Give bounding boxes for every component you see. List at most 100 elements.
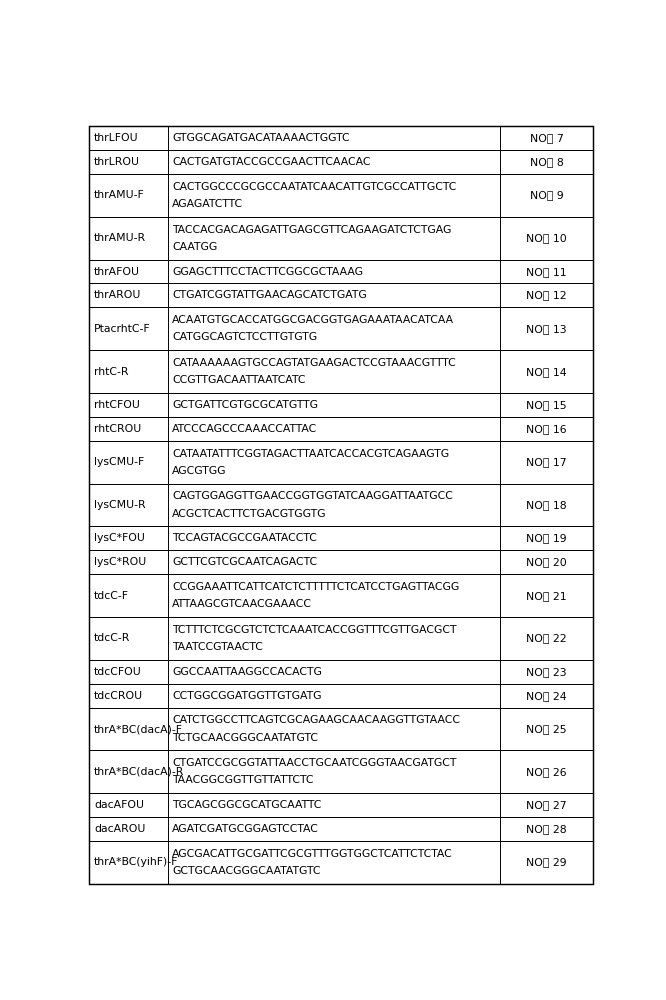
Text: NO： 28: NO： 28	[526, 824, 567, 834]
Text: tdcC-R: tdcC-R	[94, 633, 131, 643]
Text: AGAGATCTTC: AGAGATCTTC	[172, 199, 243, 209]
Bar	[89, 174, 593, 217]
Text: lysC*ROU: lysC*ROU	[94, 557, 147, 567]
Text: NO： 10: NO： 10	[526, 233, 567, 243]
Text: rhtC-R: rhtC-R	[94, 367, 129, 377]
Text: NO： 14: NO： 14	[526, 367, 567, 377]
Text: thrA*BC(yihF)-F: thrA*BC(yihF)-F	[94, 857, 178, 867]
Text: NO： 22: NO： 22	[526, 633, 567, 643]
Text: TCTTTCTCGCGTCTCTCAAATCACCGGTTTCGTTGACGCT: TCTTTCTCGCGTCTCTCAAATCACCGGTTTCGTTGACGCT	[172, 625, 457, 635]
Bar	[89, 417, 593, 441]
Text: thrA*BC(dacA)-F: thrA*BC(dacA)-F	[94, 724, 183, 734]
Text: NO： 18: NO： 18	[526, 500, 567, 510]
Bar	[89, 126, 593, 150]
Text: GGCCAATTAAGGCCACACTG: GGCCAATTAAGGCCACACTG	[172, 667, 322, 677]
Text: NO： 24: NO： 24	[526, 691, 567, 701]
Bar	[89, 617, 593, 660]
Bar	[89, 484, 593, 526]
Text: NO： 16: NO： 16	[526, 424, 567, 434]
Text: NO： 19: NO： 19	[526, 533, 567, 543]
Text: TGCAGCGGCGCATGCAATTC: TGCAGCGGCGCATGCAATTC	[172, 800, 322, 810]
Text: NO： 29: NO： 29	[526, 857, 567, 867]
Bar	[89, 260, 593, 283]
Text: NO： 12: NO： 12	[526, 290, 567, 300]
Text: TCCAGTACGCCGAATACCTC: TCCAGTACGCCGAATACCTC	[172, 533, 317, 543]
Text: lysCMU-F: lysCMU-F	[94, 457, 145, 467]
Text: TACCACGACAGAGATTGAGCGTTCAGAAGATCTCTGAG: TACCACGACAGAGATTGAGCGTTCAGAAGATCTCTGAG	[172, 225, 452, 235]
Bar	[89, 550, 593, 574]
Bar	[89, 750, 593, 793]
Text: GTGGCAGATGACATAAAACTGGTC: GTGGCAGATGACATAAAACTGGTC	[172, 133, 350, 143]
Bar	[89, 684, 593, 708]
Text: GGAGCTTTCCTACTTCGGCGCTAAAG: GGAGCTTTCCTACTTCGGCGCTAAAG	[172, 267, 363, 277]
Text: ATCCCAGCCCAAACCATTAC: ATCCCAGCCCAAACCATTAC	[172, 424, 318, 434]
Text: tdcCFOU: tdcCFOU	[94, 667, 142, 677]
Bar	[89, 393, 593, 417]
Text: thrAMU-R: thrAMU-R	[94, 233, 147, 243]
Text: PtacrhtC-F: PtacrhtC-F	[94, 324, 151, 334]
Text: CATAAAAAAGTGCCAGTATGAAGACTCCGTAAACGTTTC: CATAAAAAAGTGCCAGTATGAAGACTCCGTAAACGTTTC	[172, 358, 456, 368]
Text: thrLFOU: thrLFOU	[94, 133, 139, 143]
Text: CTGATCCGCGGTATTAACCTGCAATCGGGTAACGATGCT: CTGATCCGCGGTATTAACCTGCAATCGGGTAACGATGCT	[172, 758, 457, 768]
Text: NO： 8: NO： 8	[529, 157, 563, 167]
Text: CAGTGGAGGTTGAACCGGTGGTATCAAGGATTAATGCC: CAGTGGAGGTTGAACCGGTGGTATCAAGGATTAATGCC	[172, 491, 453, 501]
Text: NO： 9: NO： 9	[529, 190, 563, 200]
Text: TAACGGCGGTTGTTATTCTC: TAACGGCGGTTGTTATTCTC	[172, 775, 314, 785]
Bar	[89, 150, 593, 174]
Text: NO： 7: NO： 7	[529, 133, 563, 143]
Text: TAATCCGTAACTC: TAATCCGTAACTC	[172, 642, 263, 652]
Text: NO： 15: NO： 15	[526, 400, 567, 410]
Text: AGCGACATTGCGATTCGCGTTTGGTGGCTCATTCTCTAC: AGCGACATTGCGATTCGCGTTTGGTGGCTCATTCTCTAC	[172, 849, 453, 859]
Text: tdcC-F: tdcC-F	[94, 591, 129, 601]
Text: thrAFOU: thrAFOU	[94, 267, 140, 277]
Text: CTGATCGGTATTGAACAGCATCTGATG: CTGATCGGTATTGAACAGCATCTGATG	[172, 290, 367, 300]
Text: ACAATGTGCACCATGGCGACGGTGAGAAATAACATCAA: ACAATGTGCACCATGGCGACGGTGAGAAATAACATCAA	[172, 315, 454, 325]
Bar	[89, 283, 593, 307]
Text: CACTGATGTACCGCCGAACTTCAACAC: CACTGATGTACCGCCGAACTTCAACAC	[172, 157, 371, 167]
Text: tdcCROU: tdcCROU	[94, 691, 143, 701]
Bar	[89, 817, 593, 841]
Bar	[89, 660, 593, 684]
Text: CACTGGCCCGCGCCAATATCAACATTGTCGCCATTGCTC: CACTGGCCCGCGCCAATATCAACATTGTCGCCATTGCTC	[172, 182, 457, 192]
Text: lysC*FOU: lysC*FOU	[94, 533, 145, 543]
Text: NO： 27: NO： 27	[526, 800, 567, 810]
Text: CCGTTGACAATTAATCATC: CCGTTGACAATTAATCATC	[172, 375, 306, 385]
Text: CAATGG: CAATGG	[172, 242, 217, 252]
Text: CCGGAAATTCATTCATCTCTTTTTCTCATCCTGAGTTACGG: CCGGAAATTCATTCATCTCTTTTTCTCATCCTGAGTTACG…	[172, 582, 460, 592]
Text: NO： 13: NO： 13	[526, 324, 567, 334]
Text: NO： 25: NO： 25	[526, 724, 567, 734]
Text: thrA*BC(dacA)-R: thrA*BC(dacA)-R	[94, 767, 184, 777]
Text: NO： 17: NO： 17	[526, 457, 567, 467]
Bar	[89, 574, 593, 617]
Text: NO： 26: NO： 26	[526, 767, 567, 777]
Text: TCTGCAACGGGCAATATGTC: TCTGCAACGGGCAATATGTC	[172, 733, 318, 743]
Text: AGATCGATGCGGAGTCCTAC: AGATCGATGCGGAGTCCTAC	[172, 824, 319, 834]
Text: dacAROU: dacAROU	[94, 824, 145, 834]
Text: rhtCROU: rhtCROU	[94, 424, 141, 434]
Text: lysCMU-R: lysCMU-R	[94, 500, 146, 510]
Text: dacAFOU: dacAFOU	[94, 800, 144, 810]
Text: thrLROU: thrLROU	[94, 157, 140, 167]
Bar	[89, 217, 593, 260]
Text: NO： 23: NO： 23	[526, 667, 567, 677]
Bar	[89, 526, 593, 550]
Text: CATGGCAGTCTCCTTGTGTG: CATGGCAGTCTCCTTGTGTG	[172, 332, 317, 342]
Text: GCTGCAACGGGCAATATGTC: GCTGCAACGGGCAATATGTC	[172, 866, 321, 876]
Bar	[89, 841, 593, 884]
Bar	[89, 793, 593, 817]
Text: CATAATATTTCGGTAGACTTAATCACCACGTCAGAAGTG: CATAATATTTCGGTAGACTTAATCACCACGTCAGAAGTG	[172, 449, 450, 459]
Text: AGCGTGG: AGCGTGG	[172, 466, 226, 476]
Bar	[89, 307, 593, 350]
Text: thrAMU-F: thrAMU-F	[94, 190, 145, 200]
Text: CATCTGGCCTTCAGTCGCAGAAGCAACAAGGTTGTAACC: CATCTGGCCTTCAGTCGCAGAAGCAACAAGGTTGTAACC	[172, 715, 460, 725]
Text: GCTTCGTCGCAATCAGACTC: GCTTCGTCGCAATCAGACTC	[172, 557, 317, 567]
Text: CCTGGCGGATGGTTGTGATG: CCTGGCGGATGGTTGTGATG	[172, 691, 322, 701]
Text: NO： 21: NO： 21	[526, 591, 567, 601]
Bar	[89, 708, 593, 750]
Text: ACGCTCACTTCTGACGTGGTG: ACGCTCACTTCTGACGTGGTG	[172, 509, 327, 519]
Text: rhtCFOU: rhtCFOU	[94, 400, 140, 410]
Text: thrAROU: thrAROU	[94, 290, 141, 300]
Bar	[89, 441, 593, 484]
Text: NO： 11: NO： 11	[526, 267, 567, 277]
Text: ATTAAGCGTCAACGAAACC: ATTAAGCGTCAACGAAACC	[172, 599, 312, 609]
